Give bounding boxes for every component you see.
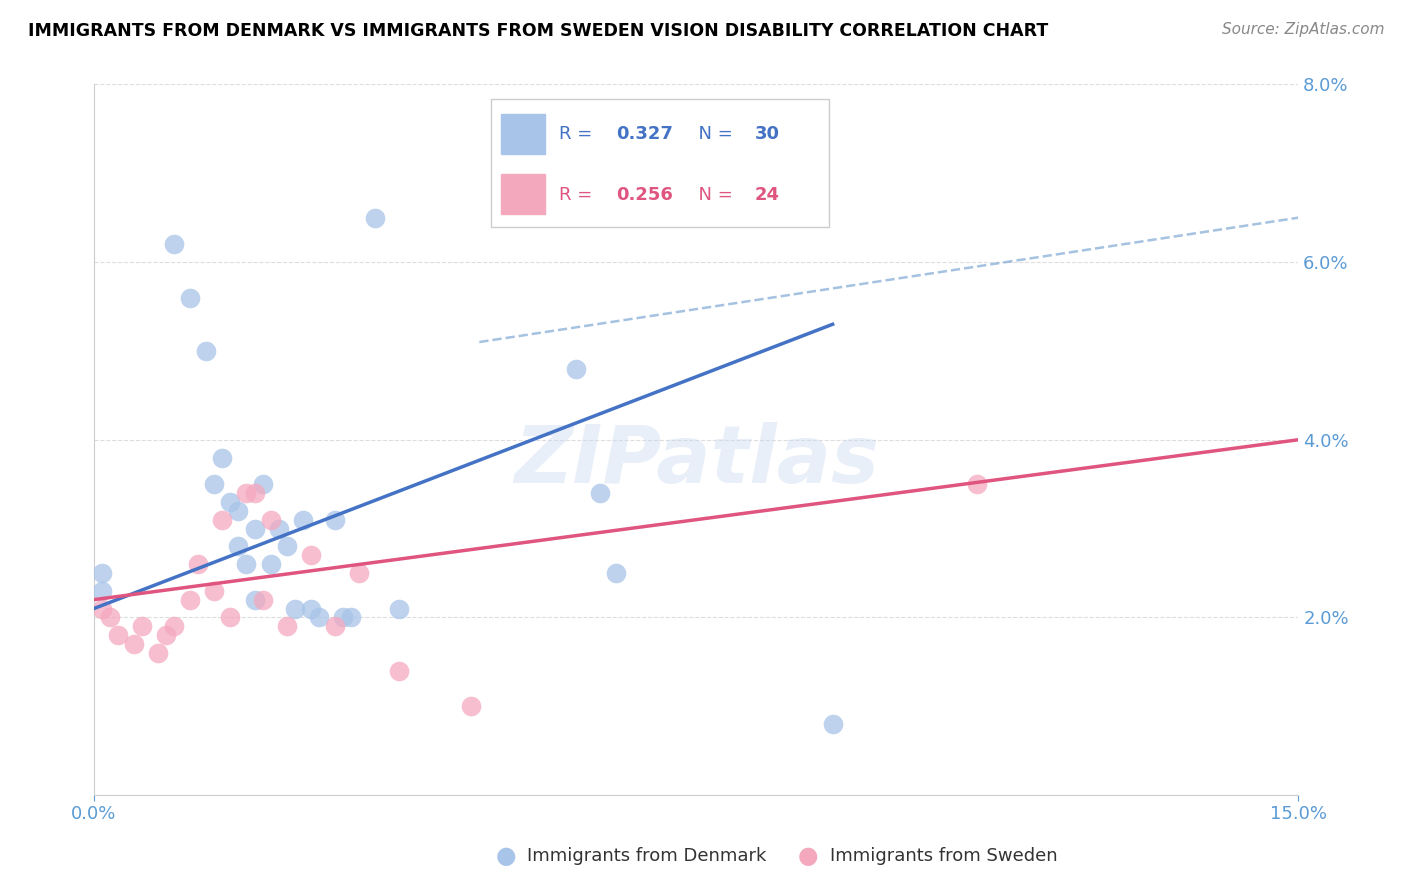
Point bbox=[211, 513, 233, 527]
Point bbox=[131, 619, 153, 633]
Point bbox=[323, 513, 346, 527]
Point bbox=[202, 477, 225, 491]
Point bbox=[308, 610, 330, 624]
Point bbox=[299, 548, 322, 562]
Point bbox=[276, 539, 298, 553]
Point bbox=[179, 592, 201, 607]
Point bbox=[235, 486, 257, 500]
Point bbox=[202, 583, 225, 598]
Point bbox=[179, 291, 201, 305]
Point bbox=[299, 601, 322, 615]
Point bbox=[163, 237, 186, 252]
Point bbox=[332, 610, 354, 624]
Point bbox=[163, 619, 186, 633]
Point bbox=[276, 619, 298, 633]
Text: Immigrants from Sweden: Immigrants from Sweden bbox=[830, 847, 1057, 865]
Point bbox=[267, 522, 290, 536]
Point bbox=[235, 557, 257, 571]
Point bbox=[91, 583, 114, 598]
Point bbox=[605, 566, 627, 580]
Point bbox=[388, 601, 411, 615]
Point bbox=[122, 637, 145, 651]
Point bbox=[219, 610, 242, 624]
Point bbox=[340, 610, 363, 624]
Point bbox=[589, 486, 612, 500]
Text: ●: ● bbox=[799, 845, 818, 868]
Point bbox=[821, 717, 844, 731]
Point bbox=[243, 592, 266, 607]
Point bbox=[323, 619, 346, 633]
Point bbox=[187, 557, 209, 571]
Point bbox=[219, 495, 242, 509]
Point bbox=[228, 539, 250, 553]
Text: Source: ZipAtlas.com: Source: ZipAtlas.com bbox=[1222, 22, 1385, 37]
Point bbox=[211, 450, 233, 465]
Point bbox=[460, 699, 482, 714]
Point bbox=[259, 513, 281, 527]
Text: ●: ● bbox=[496, 845, 516, 868]
Point bbox=[91, 566, 114, 580]
Point bbox=[146, 646, 169, 660]
Point bbox=[364, 211, 387, 225]
Text: Immigrants from Denmark: Immigrants from Denmark bbox=[527, 847, 766, 865]
Point bbox=[564, 361, 586, 376]
Point bbox=[243, 486, 266, 500]
Point bbox=[107, 628, 129, 642]
Point bbox=[259, 557, 281, 571]
Point bbox=[388, 664, 411, 678]
Point bbox=[98, 610, 121, 624]
Point bbox=[91, 601, 114, 615]
Point bbox=[966, 477, 988, 491]
Point bbox=[347, 566, 370, 580]
Point bbox=[284, 601, 307, 615]
Text: IMMIGRANTS FROM DENMARK VS IMMIGRANTS FROM SWEDEN VISION DISABILITY CORRELATION : IMMIGRANTS FROM DENMARK VS IMMIGRANTS FR… bbox=[28, 22, 1049, 40]
Point bbox=[252, 477, 274, 491]
Point bbox=[252, 592, 274, 607]
Point bbox=[228, 504, 250, 518]
Point bbox=[291, 513, 314, 527]
Text: ZIPatlas: ZIPatlas bbox=[513, 422, 879, 500]
Point bbox=[243, 522, 266, 536]
Point bbox=[155, 628, 177, 642]
Point bbox=[195, 343, 218, 358]
